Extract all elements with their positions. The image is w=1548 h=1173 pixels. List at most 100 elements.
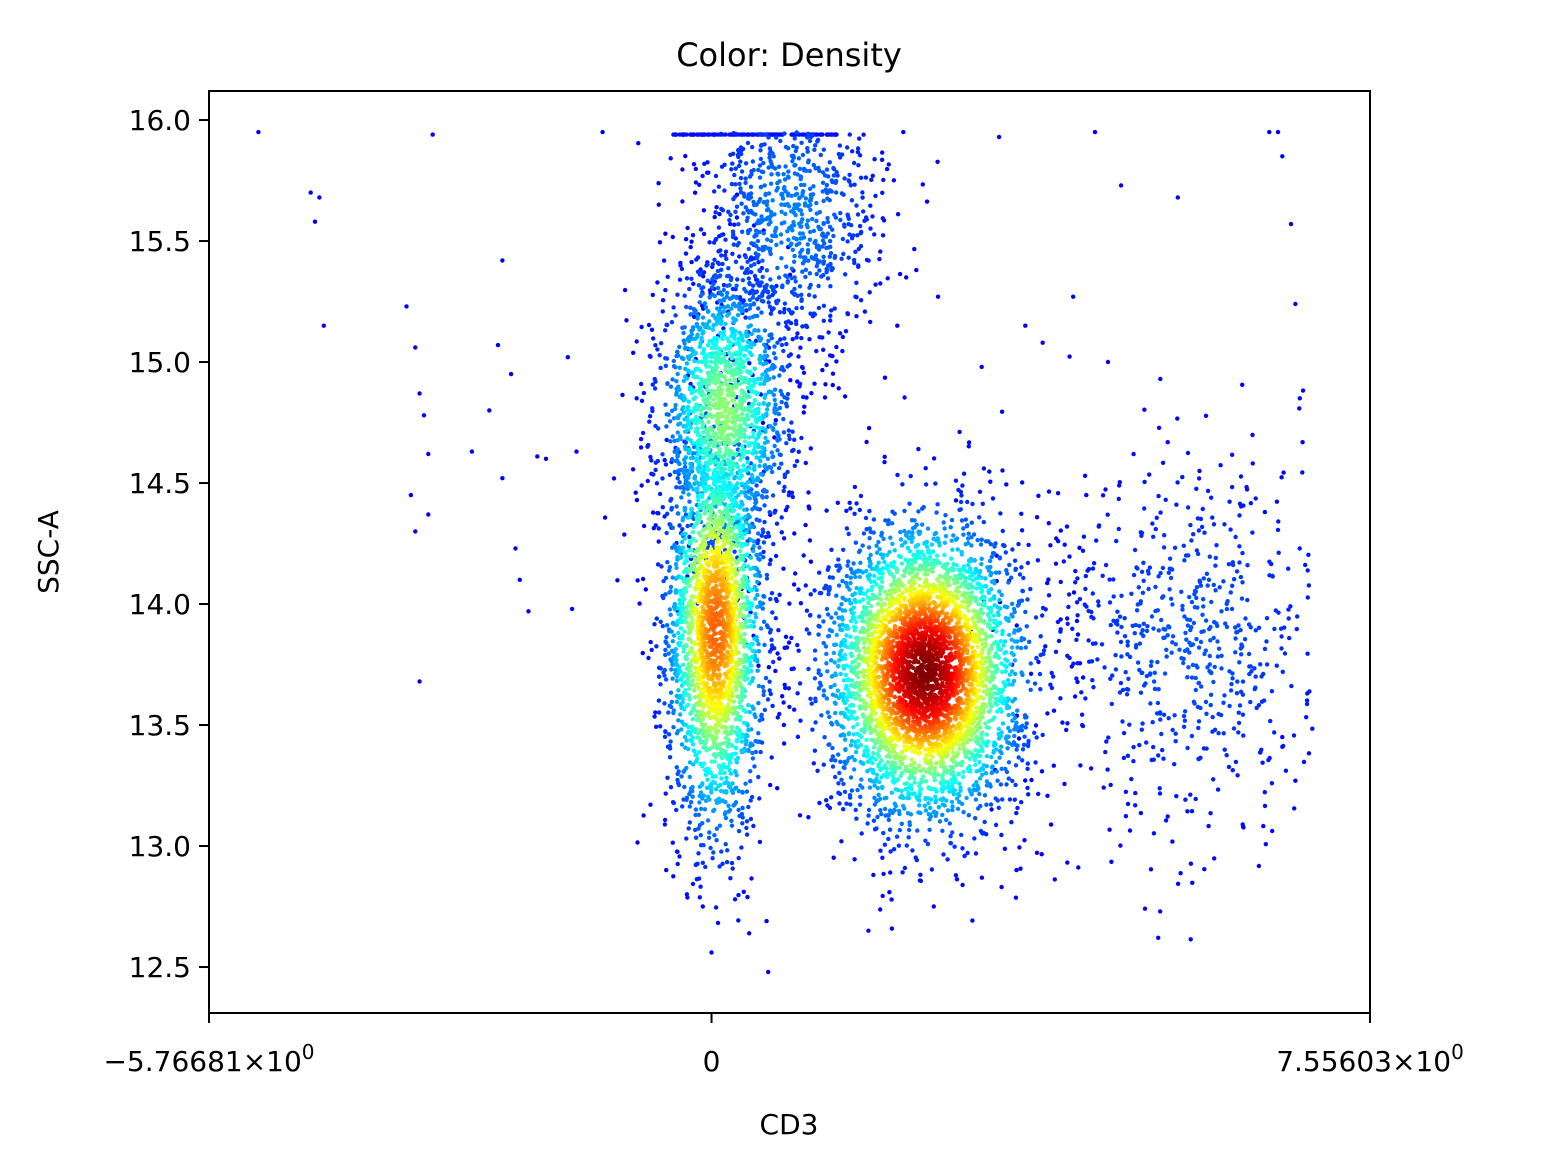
data-point: [748, 191, 754, 196]
data-point: [816, 632, 821, 637]
data-point: [1256, 625, 1262, 630]
data-point: [655, 458, 660, 464]
data-point: [655, 562, 661, 567]
data-point: [783, 211, 788, 217]
data-point: [1046, 521, 1052, 526]
data-point: [1131, 451, 1136, 457]
data-point: [879, 157, 885, 162]
data-point: [768, 181, 774, 186]
data-point: [417, 391, 422, 396]
data-point: [743, 493, 748, 499]
data-point: [763, 369, 768, 375]
data-point: [1238, 504, 1244, 509]
data-point: [670, 840, 675, 845]
data-point: [1012, 658, 1018, 663]
data-point: [646, 655, 651, 661]
data-point: [687, 514, 692, 519]
data-point: [1119, 593, 1124, 598]
data-point: [698, 293, 703, 299]
data-point: [1260, 760, 1265, 765]
data-point: [1167, 556, 1173, 561]
data-point: [721, 309, 726, 314]
data-point: [1007, 797, 1013, 802]
data-point: [677, 365, 682, 370]
data-point: [797, 166, 803, 171]
data-point: [882, 806, 888, 812]
data-point: [823, 187, 829, 192]
data-point: [1175, 480, 1180, 485]
data-point: [764, 623, 770, 628]
data-point: [1197, 468, 1202, 474]
data-point: [997, 556, 1002, 561]
data-point: [308, 190, 313, 195]
data-point: [746, 613, 752, 618]
data-point: [833, 672, 838, 678]
data-point: [1008, 662, 1013, 667]
data-point: [650, 510, 656, 515]
data-point: [693, 807, 699, 812]
data-point: [880, 150, 885, 155]
data-point: [1040, 613, 1045, 618]
data-point: [671, 633, 677, 638]
data-point: [878, 907, 883, 912]
data-point: [759, 713, 764, 719]
data-point: [848, 634, 853, 639]
data-point: [835, 688, 841, 693]
data-point: [720, 208, 726, 213]
data-point: [848, 567, 854, 572]
data-point: [1107, 600, 1113, 605]
data-point: [688, 244, 693, 250]
data-point: [664, 437, 669, 443]
data-point: [802, 404, 807, 409]
data-point: [1049, 670, 1054, 676]
data-point: [1247, 671, 1252, 677]
data-point: [680, 132, 685, 137]
data-point: [817, 570, 822, 575]
data-point: [1090, 591, 1096, 596]
data-point: [1221, 731, 1226, 736]
data-point: [917, 878, 923, 883]
data-point: [994, 629, 999, 634]
data-point: [638, 445, 644, 450]
data-point: [980, 772, 985, 777]
data-point: [782, 131, 787, 136]
data-point: [705, 475, 710, 481]
data-point: [739, 132, 744, 137]
data-point: [814, 200, 819, 206]
data-point: [1058, 617, 1063, 622]
data-point: [742, 303, 747, 308]
data-point: [683, 722, 688, 727]
data-point: [923, 482, 929, 487]
data-point: [1182, 709, 1188, 714]
data-point: [808, 207, 813, 213]
data-point: [1194, 548, 1200, 553]
data-point: [1262, 803, 1268, 809]
data-point: [780, 694, 785, 699]
data-point: [963, 542, 968, 547]
data-point: [1216, 731, 1221, 736]
data-point: [775, 430, 780, 435]
data-point: [747, 281, 752, 287]
data-point: [973, 851, 979, 856]
data-point: [812, 676, 818, 681]
data-point: [1208, 692, 1214, 697]
data-point: [824, 606, 830, 612]
data-point: [857, 591, 863, 596]
data-point: [1304, 701, 1310, 707]
data-point: [658, 666, 663, 671]
data-point: [641, 813, 646, 818]
data-point: [649, 458, 654, 463]
data-point: [731, 151, 736, 156]
data-point: [942, 552, 947, 558]
data-point: [1120, 719, 1125, 724]
data-point: [663, 575, 669, 581]
data-point: [715, 285, 721, 291]
data-point: [1140, 721, 1145, 726]
data-point: [663, 729, 668, 735]
data-point: [1116, 496, 1122, 502]
data-point: [654, 644, 659, 649]
data-point: [828, 313, 833, 318]
data-point: [769, 450, 774, 455]
data-point: [668, 439, 673, 444]
data-point: [791, 666, 796, 671]
